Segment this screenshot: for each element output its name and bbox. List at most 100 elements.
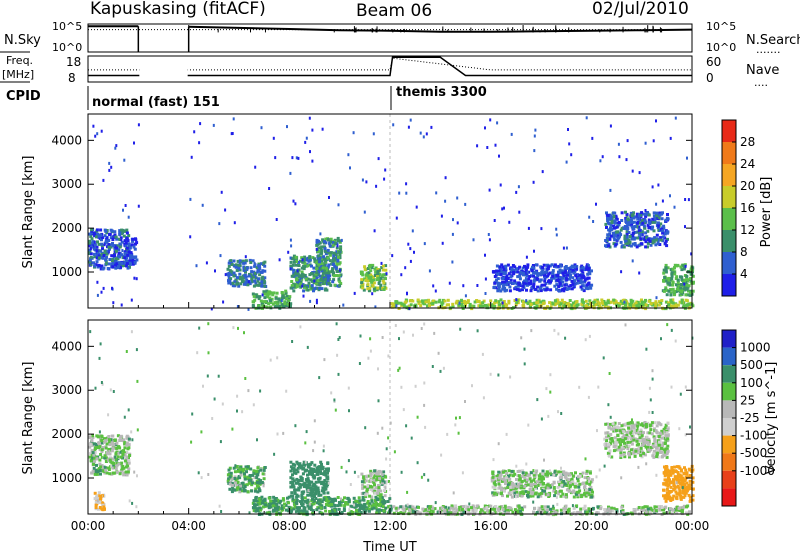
data-cell (541, 299, 545, 303)
data-cell (371, 263, 375, 267)
data-cell (510, 469, 514, 473)
data-cell (255, 469, 259, 473)
data-cell (382, 470, 386, 474)
data-cell (576, 475, 580, 479)
data-cell (644, 212, 648, 216)
data-cell (629, 211, 633, 215)
data-cell (526, 263, 530, 267)
data-cell (635, 245, 639, 249)
data-cell (289, 485, 293, 489)
data-cell (125, 231, 129, 235)
data-cell (559, 508, 563, 512)
data-cell (488, 238, 491, 242)
data-cell (114, 263, 118, 267)
data-cell (336, 239, 340, 243)
nsearch-legend: ....... (756, 43, 780, 56)
data-cell (238, 468, 242, 472)
data-cell (451, 260, 454, 264)
data-cell (394, 300, 398, 304)
data-cell (268, 298, 272, 302)
data-cell (575, 303, 579, 307)
data-cell (239, 484, 243, 488)
data-cell (571, 282, 575, 286)
data-cell (651, 241, 655, 245)
data-cell (122, 208, 124, 212)
data-cell (644, 303, 648, 307)
data-cell (263, 296, 267, 300)
data-cell (581, 274, 585, 278)
data-cell (620, 211, 624, 215)
data-cell (509, 488, 513, 492)
data-cell (381, 500, 385, 504)
data-cell (324, 473, 328, 477)
data-cell (637, 244, 641, 248)
data-cell (125, 473, 129, 477)
data-cell (339, 245, 343, 249)
data-cell (297, 275, 301, 279)
data-cell (228, 269, 232, 273)
data-cell (530, 268, 534, 272)
data-cell (495, 269, 499, 273)
data-cell (319, 470, 323, 474)
data-cell (292, 285, 296, 289)
data-cell (321, 282, 325, 286)
data-cell (107, 245, 111, 249)
data-cell (126, 266, 130, 270)
data-cell (315, 486, 319, 490)
data-cell (581, 271, 585, 275)
data-cell (320, 287, 324, 291)
data-cell (520, 508, 524, 512)
data-cell (441, 241, 444, 245)
data-cell (533, 134, 536, 138)
data-cell (408, 505, 412, 509)
data-cell (375, 278, 379, 282)
data-cell (450, 504, 454, 508)
data-cell (417, 301, 421, 305)
data-cell (408, 508, 412, 512)
data-cell (657, 228, 661, 232)
data-cell (468, 304, 472, 308)
data-cell (620, 270, 623, 274)
data-cell (657, 215, 661, 219)
data-cell (111, 464, 115, 468)
data-cell (419, 304, 423, 308)
data-cell (557, 285, 561, 289)
data-cell (115, 446, 119, 450)
data-cell (595, 202, 597, 206)
data-cell (270, 291, 274, 295)
data-cell (560, 284, 563, 288)
data-cell (615, 214, 618, 218)
data-cell (521, 266, 525, 270)
data-cell (305, 510, 309, 514)
data-cell (538, 492, 542, 496)
data-cell (118, 245, 122, 249)
data-cell (527, 281, 531, 285)
data-cell (313, 279, 316, 283)
data-cell (329, 237, 333, 241)
data-cell (624, 303, 627, 307)
data-cell (120, 238, 123, 242)
data-cell (127, 437, 131, 441)
data-cell (100, 439, 104, 443)
data-cell (294, 255, 298, 259)
station-title: Kapuskasing (fitACF) (90, 0, 266, 19)
data-cell (584, 508, 588, 512)
data-cell (428, 269, 431, 273)
data-cell (289, 256, 292, 260)
data-cell (643, 300, 647, 304)
data-cell (361, 282, 365, 286)
data-cell (654, 302, 658, 305)
data-cell (452, 507, 456, 511)
data-cell (565, 160, 568, 164)
data-cell (243, 475, 247, 479)
data-cell (562, 246, 565, 250)
data-cell (382, 501, 386, 505)
data-cell (371, 282, 375, 286)
data-cell (371, 472, 374, 476)
data-cell (680, 277, 684, 281)
data-cell (261, 505, 265, 509)
data-cell (480, 304, 484, 308)
data-cell (687, 289, 690, 293)
data-cell (260, 126, 263, 130)
data-cell (655, 296, 658, 300)
